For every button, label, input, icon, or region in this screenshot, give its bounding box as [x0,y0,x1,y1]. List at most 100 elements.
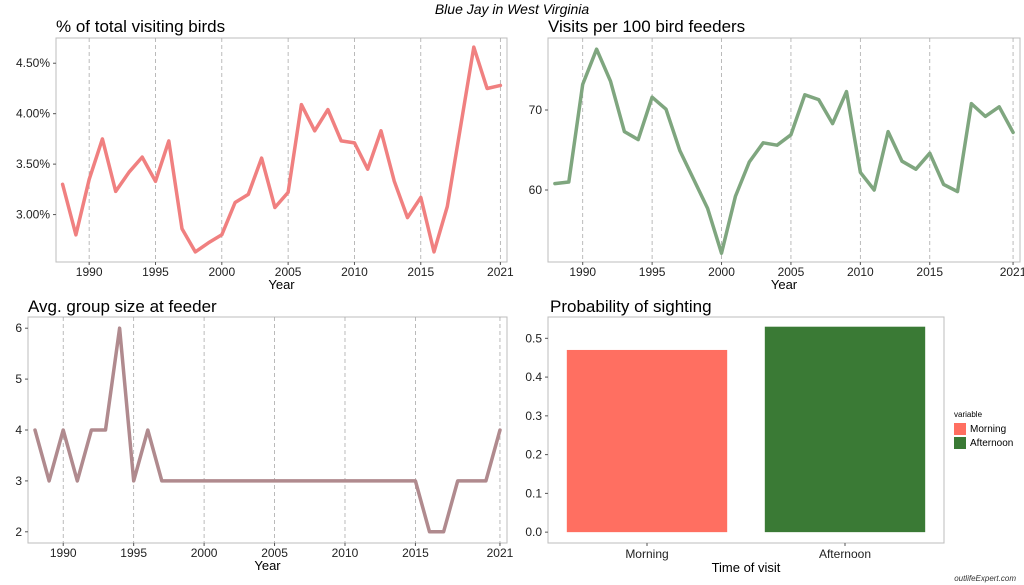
data-point [831,122,834,125]
y-tick-label: 3.00% [16,208,50,222]
data-point [984,115,987,118]
data-point [928,152,931,155]
x-tick-label: 2005 [275,265,302,279]
data-point [886,130,890,133]
data-point [428,530,431,534]
data-point [970,102,973,105]
data-point [720,252,723,255]
data-point [366,167,369,171]
y-tick-label: 6 [15,321,22,335]
data-point [127,170,131,174]
y-tick-label: 0.2 [525,448,542,462]
data-point [406,216,409,219]
credit: outlifeExpert.com [954,574,1016,583]
data-point [87,178,91,181]
x-tick-label: 2021 [487,546,514,560]
series-line [60,45,503,254]
data-point [956,190,959,193]
chart-title: % of total visiting birds [56,17,226,36]
data-point [101,137,104,141]
data-point [706,207,709,210]
x-tick-label: 2015 [407,265,434,279]
data-point [300,103,303,106]
x-tick-label: 1990 [569,265,596,279]
data-point [678,149,682,152]
data-point [499,84,502,87]
data-point [273,206,277,209]
data-point [748,160,751,164]
x-tick-label: 2010 [341,265,368,279]
data-point [432,250,436,254]
data-point [581,83,584,86]
data-point [789,133,793,136]
x-tick-label: 2010 [847,265,874,279]
data-point [498,428,502,432]
y-tick-label: 4 [15,423,22,437]
x-tick-label: 2000 [191,546,218,560]
data-point [761,141,765,144]
data-point [90,428,93,432]
x-tick-label: 2000 [708,265,735,279]
data-point [353,141,356,145]
data-point [141,155,144,159]
plot-frame [55,37,508,263]
x-tick-label: 2005 [778,265,805,279]
data-point [484,479,488,483]
data-point [379,129,383,133]
chart-panel-probability: Probability of sighting 0.0 0.1 0.2 0.3 0.4 0… [512,295,1024,585]
data-point [942,183,945,186]
data-point [734,195,737,198]
data-point [775,144,779,147]
x-tick-label: 1990 [76,265,103,279]
legend-label: Afternoon [970,437,1014,449]
data-point [692,178,695,181]
data-point [104,428,107,432]
data-point [33,428,37,432]
chart-panel-group-size: Avg. group size at feeder 1990 1995 2000 20… [0,295,514,585]
data-point [313,129,316,133]
y-tick-label: 5 [15,372,22,386]
data-point [132,479,135,483]
data-point [160,479,164,483]
legend-label: Morning [970,423,1007,435]
x-axis-label: Year [771,277,798,292]
data-point [664,108,668,111]
x-tick-label: 2021 [1000,265,1024,279]
x-tick-label: 2005 [261,546,288,560]
x-axis-label: Year [254,558,281,573]
data-point [114,190,117,193]
chart-svg: 1990 1995 2000 2005 2010 2015 2021 3.00% 3.50% 4.… [16,37,514,292]
chart-svg: 0.0 0.1 0.2 0.3 0.4 0.5 Morning Afternoon Time o… [525,316,945,575]
data-point [914,168,918,171]
x-tick-label: 2010 [332,546,359,560]
data-point [76,479,79,483]
x-tick-label: Afternoon [819,547,871,561]
data-point [1011,131,1015,134]
data-point [637,138,640,141]
data-point [194,250,197,254]
data-point [220,233,224,236]
x-tick-label: 2015 [402,546,429,560]
plot-frame [547,37,1021,263]
legend-item-morning: Morning [954,422,1013,436]
figure-title: Blue Jay in West Virginia [434,1,590,17]
data-point [286,191,290,194]
y-tick-label: 2 [15,525,22,539]
data-point [393,180,396,183]
legend-item-afternoon: Afternoon [954,436,1013,450]
y-tick-label: 0.0 [525,525,542,539]
data-point [180,227,184,230]
data-point [62,428,65,432]
data-point [61,183,64,186]
y-tick-label: 0.5 [525,331,542,345]
y-tick-label: 4.00% [16,107,50,121]
data-point [247,193,250,196]
data-point [260,156,263,160]
y-tick-label: 0.1 [525,486,542,500]
data-point [456,479,459,483]
y-tick-label: 3 [15,474,22,488]
data-point [167,139,170,143]
plot-frame [547,316,945,544]
chart-svg: 1990 1995 2000 2005 2010 2015 2021 60 70 Year [529,37,1024,292]
data-point [997,105,1001,109]
